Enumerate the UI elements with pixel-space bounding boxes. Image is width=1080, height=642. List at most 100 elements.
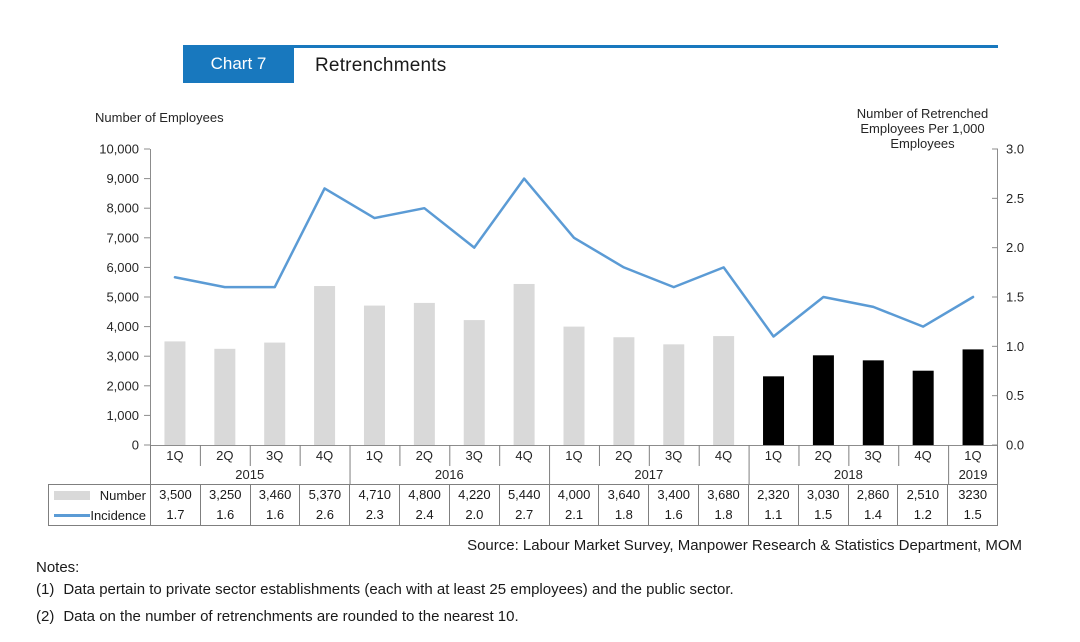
note-text: Data pertain to private sector establish… <box>63 581 734 598</box>
incidence-value-cell: 1.6 <box>649 505 700 525</box>
incidence-value-cell: 1.5 <box>963 507 982 522</box>
quarter-label: 2Q <box>814 448 832 463</box>
left-axis-tick-label: 8,000 <box>106 201 139 216</box>
left-axis-tick-label: 7,000 <box>106 230 139 245</box>
quarter-label: 1Q <box>166 448 184 463</box>
number-bar <box>463 320 485 445</box>
left-axis-tick-label: 1,000 <box>106 408 139 423</box>
quarter-label: 4Q <box>714 448 733 463</box>
right-axis-title-line2: Employees Per 1,000 <box>860 121 985 136</box>
note-item: (2) Data on the number of retrenchments … <box>36 608 519 625</box>
number-bar <box>812 355 834 445</box>
legend-label: Number <box>99 487 146 503</box>
number-value-cell: 3,640 <box>599 485 650 505</box>
incidence-value-cell: 1.1 <box>749 505 799 525</box>
number-bar <box>513 283 535 445</box>
right-axis-tick-label: 0.0 <box>1006 438 1024 453</box>
number-value-cell: 2,860 <box>849 485 899 505</box>
quarter-label: 1Q <box>964 448 982 463</box>
number-bar <box>413 302 435 445</box>
number-bar <box>862 360 884 445</box>
left-axis-tick-label: 3,000 <box>106 349 139 364</box>
number-bar <box>214 348 236 445</box>
number-bar <box>314 286 336 445</box>
number-value-cell: 4,800 <box>400 485 450 505</box>
quarter-label: 3Q <box>465 448 483 463</box>
incidence-value-cell: 2.3 <box>350 505 401 525</box>
chart-title: Retrenchments <box>315 55 447 76</box>
quarter-label: 2Q <box>415 448 433 463</box>
right-axis-tick-label: 2.0 <box>1006 240 1024 255</box>
year-label: 2015 <box>235 467 265 482</box>
number-value-cell: 3,030 <box>799 485 849 505</box>
number-bar <box>962 349 984 445</box>
quarter-axis-row: 1Q 2Q 3Q 4Q 1Q 2Q 3Q 4Q 1Q 2Q 3Q 4Q 1Q 2Q 3Q 4Q 1Q <box>150 446 998 466</box>
right-axis-tick-label: 0.5 <box>1006 388 1024 403</box>
right-axis-title: Number of Retrenched Employees Per 1,000… <box>840 106 1005 151</box>
legend-label: Incidence <box>90 507 146 523</box>
incidence-value-cell: 2.1 <box>550 505 600 525</box>
number-bar <box>912 370 934 445</box>
number-value-cell: 4,220 <box>450 485 500 505</box>
right-axis-tick-label: 2.5 <box>1006 191 1024 206</box>
left-axis-tick-label: 9,000 <box>106 171 139 186</box>
note-text: Data on the number of retrenchments are … <box>63 608 519 625</box>
incidence-legend-swatch-icon <box>54 513 90 517</box>
number-value-cell: 3,460 <box>251 485 301 505</box>
incidence-value-cell: 1.6 <box>251 505 301 525</box>
left-axis-tick-label: 6,000 <box>106 260 139 275</box>
number-legend-swatch-icon <box>54 490 90 500</box>
quarter-label: 1Q <box>764 448 783 463</box>
incidence-value-cell: 1.2 <box>898 505 949 525</box>
quarter-label: 1Q <box>565 448 583 463</box>
right-axis-title-line3: Employees <box>890 136 955 151</box>
number-value-cell: 3,500 <box>151 485 201 505</box>
incidence-value-cell: 2.0 <box>450 505 500 525</box>
number-bar <box>264 342 286 445</box>
number-value-cell: 3,250 <box>201 485 251 505</box>
year-label: 2017 <box>634 467 664 482</box>
incidence-value-cell: 2.4 <box>400 505 450 525</box>
number-value-cell: 2,320 <box>749 485 799 505</box>
year-label: 2019 <box>958 467 988 482</box>
notes-heading: Notes: <box>36 559 80 576</box>
number-bar <box>563 326 585 445</box>
left-axis-tick-label: 5,000 <box>106 290 139 305</box>
year-label: 2016 <box>434 467 464 482</box>
data-table: Number 3,500 3,250 3,460 5,370 4,710 4,800 4,22… <box>48 484 998 526</box>
number-value-cell: 3,680 <box>699 485 749 505</box>
chart-number-badge: Chart 7 <box>183 45 294 83</box>
number-value-cell: 4,000 <box>550 485 600 505</box>
quarter-label: 3Q <box>266 448 284 463</box>
header-rule <box>183 45 998 48</box>
number-bar <box>363 305 385 445</box>
quarter-label: 3Q <box>864 448 882 463</box>
source-text: Source: Labour Market Survey, Manpower R… <box>467 537 1022 554</box>
left-axis-tick-label: 10,000 <box>99 142 139 157</box>
number-bar <box>613 337 635 445</box>
note-item: (1) Data pertain to private sector estab… <box>36 581 734 598</box>
incidence-value-cell: 1.8 <box>599 505 650 525</box>
quarter-label: 4Q <box>515 448 533 463</box>
left-axis-tick-label: 2,000 <box>106 378 139 393</box>
number-value-cell: 3,400 <box>649 485 700 505</box>
number-value-cell: 2,510 <box>898 485 949 505</box>
incidence-line <box>173 177 975 338</box>
incidence-value-cell: 1.5 <box>799 505 849 525</box>
note-number: (1) <box>36 581 55 598</box>
left-axis-tick-label: 4,000 <box>106 319 139 334</box>
number-table-row: Number 3,500 3,250 3,460 5,370 4,710 4,800 4,22… <box>49 485 997 505</box>
number-value-cell: 3230 <box>958 487 988 502</box>
quarter-label: 1Q <box>365 448 384 463</box>
incidence-value-cell: 2.7 <box>500 505 550 525</box>
number-bar <box>763 376 785 445</box>
incidence-value-cell: 1.8 <box>699 505 749 525</box>
number-bar <box>164 341 186 445</box>
incidence-value-cell: 1.6 <box>201 505 251 525</box>
year-axis-row: 2015 2016 2017 2018 2019 <box>150 466 998 484</box>
note-number: (2) <box>36 608 55 625</box>
number-value-cell: 5,440 <box>500 485 550 505</box>
quarter-label: 4Q <box>315 448 334 463</box>
